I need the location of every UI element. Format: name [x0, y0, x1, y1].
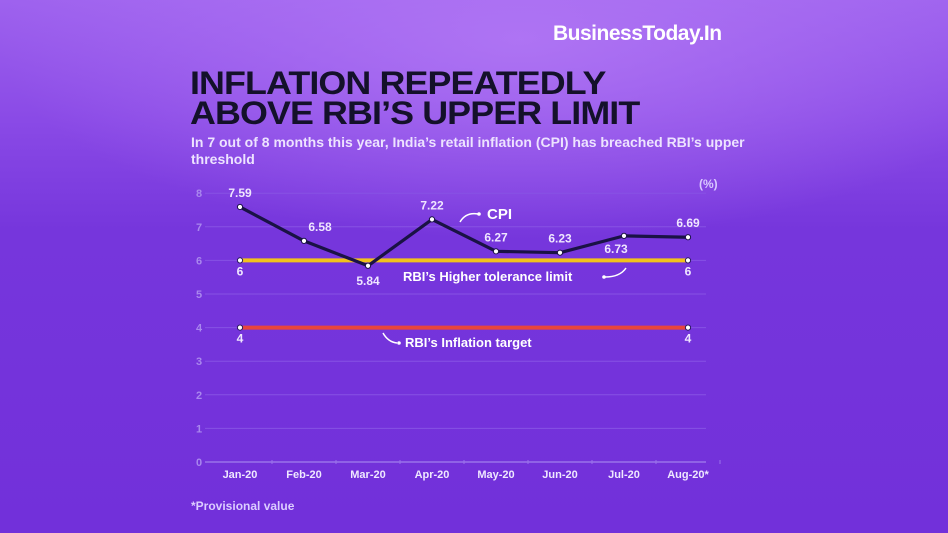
cpi-value-label: 7.59 — [228, 186, 252, 200]
series-lines — [239, 205, 689, 330]
data-labels: 4 4 6 6 7.59 6.58 5.84 7.22 6.27 6.23 6.73 6.69 — [228, 186, 700, 346]
x-tick-label: May-20 — [477, 469, 514, 481]
cpi-value-label: 7.22 — [420, 198, 444, 212]
cpi-point — [428, 216, 436, 223]
cpi-point — [620, 232, 628, 239]
cpi-arrow-icon — [459, 212, 479, 223]
footnote: *Provisional value — [191, 499, 295, 513]
annotations: CPI RBI’s Higher tolerance limit RBI’s Inf… — [382, 206, 627, 350]
y-tick-label: 0 — [196, 457, 202, 469]
reference-label: 6 — [685, 264, 692, 278]
upper-limit-annotation: RBI’s Higher tolerance limit — [403, 269, 573, 284]
cpi-value-label: 6.58 — [308, 220, 332, 234]
reference-label: 4 — [685, 332, 692, 346]
reference-point — [236, 324, 244, 331]
x-tick-label: Jul-20 — [608, 469, 640, 481]
cpi-point — [492, 248, 500, 255]
y-tick-label: 5 — [196, 289, 202, 301]
title-line-1: INFLATION REPEATEDLY — [190, 65, 606, 101]
x-tick-label: Jun-20 — [542, 469, 577, 481]
x-tick-label: Feb-20 — [286, 469, 321, 481]
x-axis: Jan-20 Feb-20 Mar-20 Apr-20 May-20 Jun-20 Jul-… — [223, 460, 721, 481]
cpi-point — [684, 234, 692, 241]
brand-logo: BusinessToday.In — [553, 22, 722, 45]
reference-point — [236, 257, 244, 264]
reference-label: 6 — [237, 264, 244, 278]
y-axis-ticks: 0 1 2 3 4 5 6 7 8 — [196, 188, 203, 469]
cpi-value-label: 6.23 — [548, 232, 572, 246]
y-tick-label: 3 — [196, 356, 202, 368]
y-tick-label: 7 — [196, 222, 202, 234]
page-title: INFLATION REPEATEDLY ABOVE RBI’S UPPER L… — [190, 65, 640, 131]
y-tick-label: 4 — [196, 323, 203, 335]
unit-label: (%) — [699, 177, 718, 191]
cpi-point — [300, 237, 308, 245]
cpi-value-label: 6.73 — [604, 242, 628, 256]
subtitle: In 7 out of 8 months this year, India’s … — [191, 134, 745, 167]
reference-label: 4 — [237, 332, 244, 346]
reference-point — [684, 257, 692, 264]
target-annotation: RBI’s Inflation target — [405, 335, 532, 350]
cpi-point — [556, 249, 564, 256]
x-tick-label: Mar-20 — [350, 469, 385, 481]
x-tick-label: Aug-20* — [667, 469, 709, 481]
upper-limit-arrow-icon — [604, 267, 627, 278]
y-tick-label: 2 — [196, 390, 202, 402]
x-tick-label: Apr-20 — [415, 469, 450, 481]
cpi-annotation: CPI — [487, 206, 512, 223]
reference-point — [684, 324, 692, 331]
cpi-value-label: 5.84 — [356, 274, 380, 288]
cpi-value-label: 6.27 — [484, 230, 508, 244]
y-tick-label: 8 — [196, 188, 202, 200]
cpi-line — [239, 205, 689, 268]
title-line-2: ABOVE RBI’S UPPER LIMIT — [190, 95, 640, 131]
x-tick-label: Jan-20 — [223, 469, 258, 481]
y-tick-label: 1 — [196, 423, 202, 435]
target-arrow-dot — [397, 341, 401, 345]
cpi-point — [364, 262, 372, 269]
cpi-value-label: 6.69 — [676, 216, 700, 230]
cpi-point — [236, 203, 244, 211]
cpi-arrow-dot — [477, 212, 481, 216]
target-arrow-icon — [382, 332, 398, 344]
y-tick-label: 6 — [196, 255, 202, 267]
upper-limit-arrow-dot — [602, 275, 606, 279]
data-points — [236, 203, 692, 331]
